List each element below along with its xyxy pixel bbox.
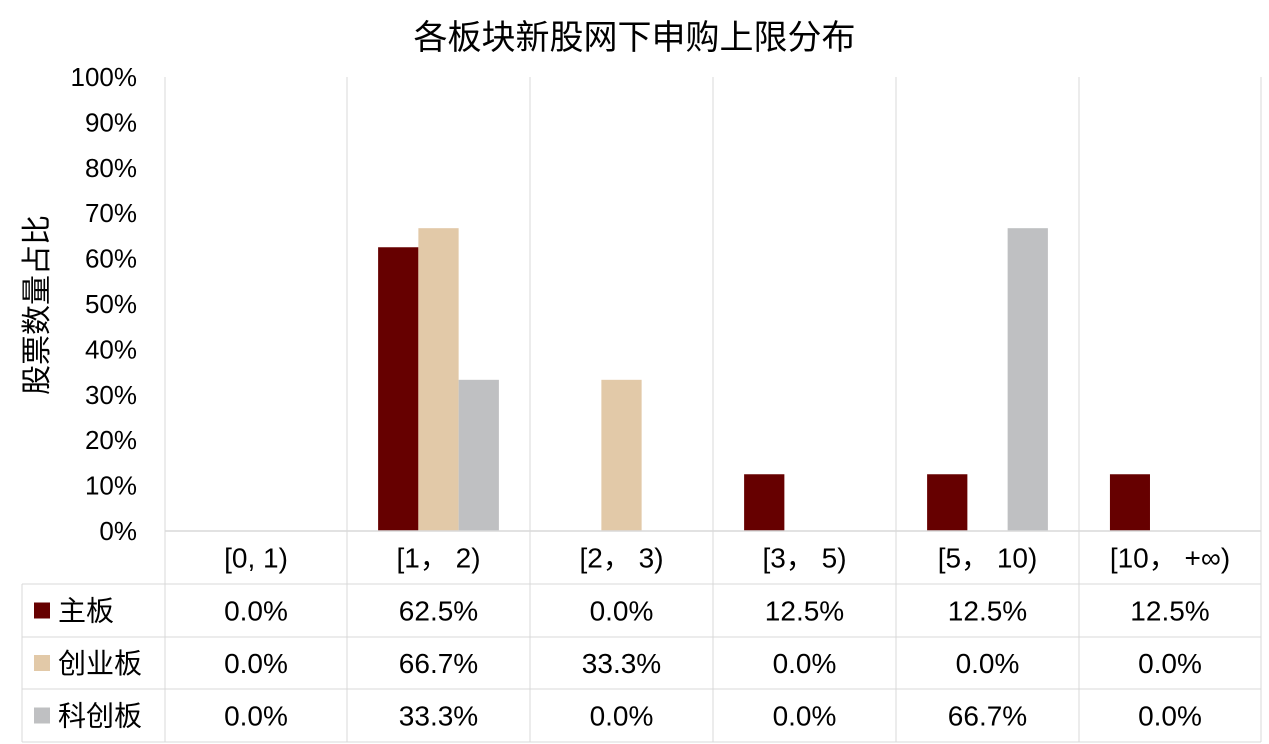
y-tick-label: 20%: [85, 425, 137, 455]
legend-label: 主板: [58, 595, 114, 628]
x-category-label: [2， 3): [579, 543, 663, 574]
legend-key-3: [34, 707, 50, 724]
table-value: 0.0%: [1138, 648, 1202, 679]
y-tick-label: 10%: [85, 471, 137, 501]
table-value: 66.7%: [948, 701, 1027, 732]
table-value: 62.5%: [399, 596, 478, 627]
table-value: 33.3%: [582, 648, 661, 679]
y-tick-label: 50%: [85, 289, 137, 319]
table-value: 66.7%: [399, 648, 478, 679]
bar-1: [378, 247, 419, 531]
y-tick-label: 90%: [85, 107, 137, 137]
x-category-label: [0, 1): [224, 543, 288, 574]
y-tick-label: 0%: [99, 516, 137, 546]
table-value: 0.0%: [773, 701, 837, 732]
table-value: 33.3%: [399, 701, 478, 732]
bar-1: [1109, 474, 1150, 531]
x-category-label: [3， 5): [762, 543, 846, 574]
table-value: 0.0%: [1138, 701, 1202, 732]
table-value: 12.5%: [1130, 596, 1209, 627]
bar-3: [458, 379, 499, 531]
table-value: 0.0%: [224, 648, 288, 679]
y-tick-label: 80%: [85, 153, 137, 183]
legend-label: 创业板: [58, 647, 142, 680]
x-category-label: [1， 2): [396, 543, 480, 574]
legend-key-1: [34, 602, 50, 619]
x-category-label: [5， 10): [938, 543, 1038, 574]
bar-1: [744, 474, 785, 531]
legend-label: 科创板: [58, 700, 142, 733]
table-value: 0.0%: [590, 701, 654, 732]
bar-3: [1007, 228, 1048, 531]
legend-key-2: [34, 655, 50, 671]
table-value: 12.5%: [948, 596, 1027, 627]
table-value: 0.0%: [224, 596, 288, 627]
y-tick-label: 30%: [85, 380, 137, 410]
y-tick-label: 60%: [85, 244, 137, 274]
y-tick-label: 70%: [85, 198, 137, 228]
bar-2: [418, 228, 459, 531]
table-value: 0.0%: [224, 701, 288, 732]
chart-title: 各板块新股网下申购上限分布: [413, 18, 856, 58]
table-value: 0.0%: [956, 648, 1020, 679]
x-category-label: [10， +∞): [1110, 543, 1230, 574]
bar-1: [927, 474, 968, 531]
table-value: 12.5%: [765, 596, 844, 627]
y-tick-label: 40%: [85, 334, 137, 364]
bar-2: [601, 379, 642, 531]
y-tick-label: 100%: [71, 62, 138, 92]
table-value: 0.0%: [590, 596, 654, 627]
table-value: 0.0%: [773, 648, 837, 679]
